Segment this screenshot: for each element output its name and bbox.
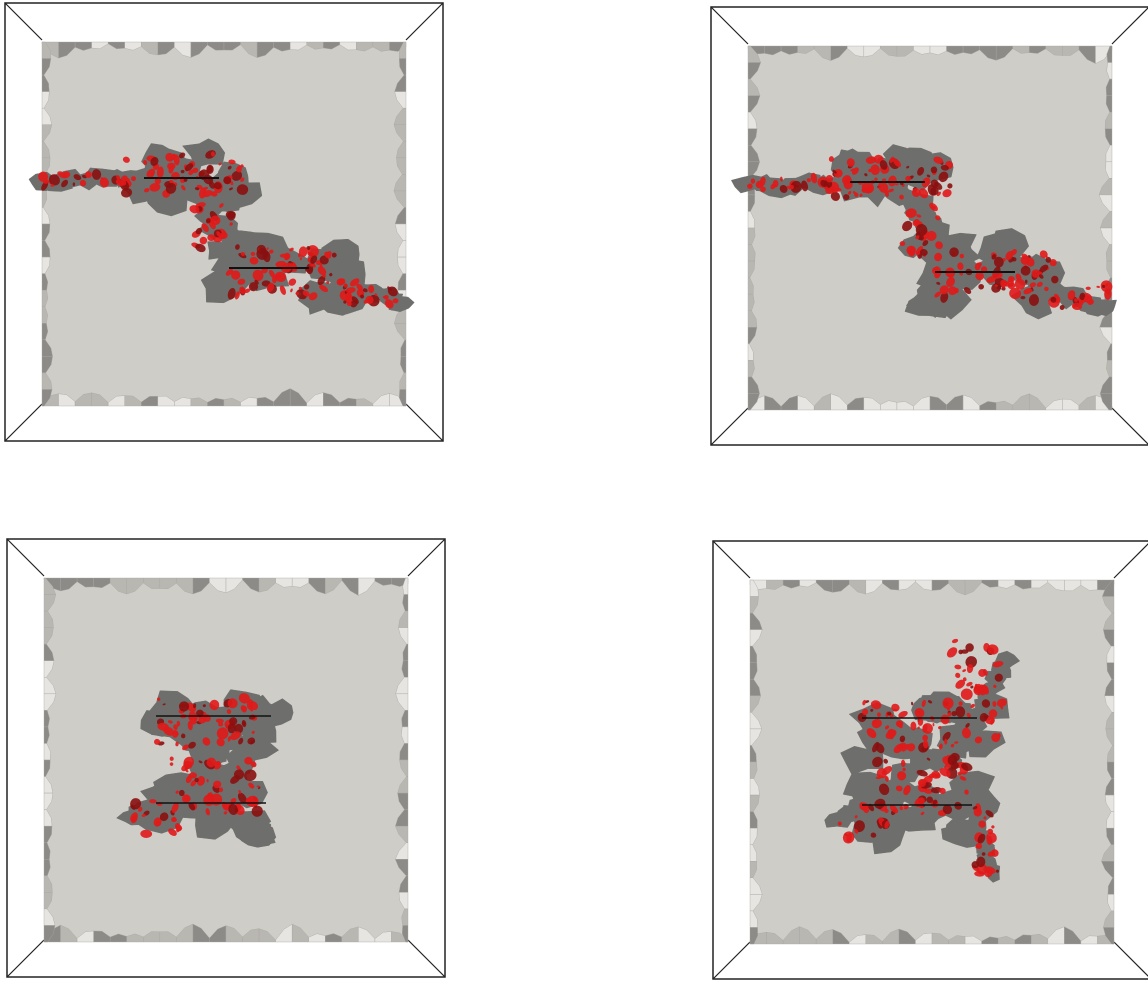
fracture-panel-bottom-right	[712, 540, 1148, 980]
perspective-edge	[4, 2, 43, 41]
perspective-edge	[712, 941, 751, 980]
damage-cluster-lower	[225, 244, 351, 301]
perspective-edge	[712, 540, 751, 579]
perspective-edge	[6, 939, 45, 978]
damage-cluster-left-arm	[747, 172, 840, 193]
fracture-panel-top-right-view	[710, 6, 1148, 446]
perspective-edge	[1111, 7, 1148, 45]
damage-cluster-left-arm	[38, 169, 131, 191]
damage-cluster-right-tail	[1048, 280, 1113, 311]
fracture-panel-top-left	[4, 2, 444, 442]
perspective-edge	[710, 6, 749, 45]
fracture-panel-bottom-right-view	[712, 540, 1148, 980]
fracture-panel-bottom-left	[6, 538, 446, 978]
perspective-edge	[1111, 407, 1148, 445]
perspective-edge	[1113, 543, 1148, 579]
damage-cluster-upper-branch	[946, 638, 1008, 744]
perspective-edge	[405, 2, 444, 41]
damage-cluster-connector	[189, 202, 236, 253]
perspective-edge	[1113, 941, 1148, 977]
damage-cluster-lower-branch	[971, 803, 1000, 878]
fracture-panel-top-left-view	[4, 2, 444, 442]
perspective-edge	[407, 939, 446, 978]
fracture-panel-bottom-left-view	[6, 538, 446, 978]
damage-cluster-right-tail	[343, 278, 399, 309]
damage-cluster-upper-lobe	[857, 697, 966, 754]
perspective-edge	[6, 538, 45, 577]
perspective-edge	[4, 403, 43, 442]
damage-cluster-left-arm	[130, 798, 183, 838]
perspective-edge	[710, 407, 749, 446]
perspective-edge	[407, 538, 446, 577]
damage-cluster-connector	[899, 202, 943, 259]
perspective-edge	[405, 403, 444, 442]
fracture-panel-top-right	[710, 6, 1148, 446]
